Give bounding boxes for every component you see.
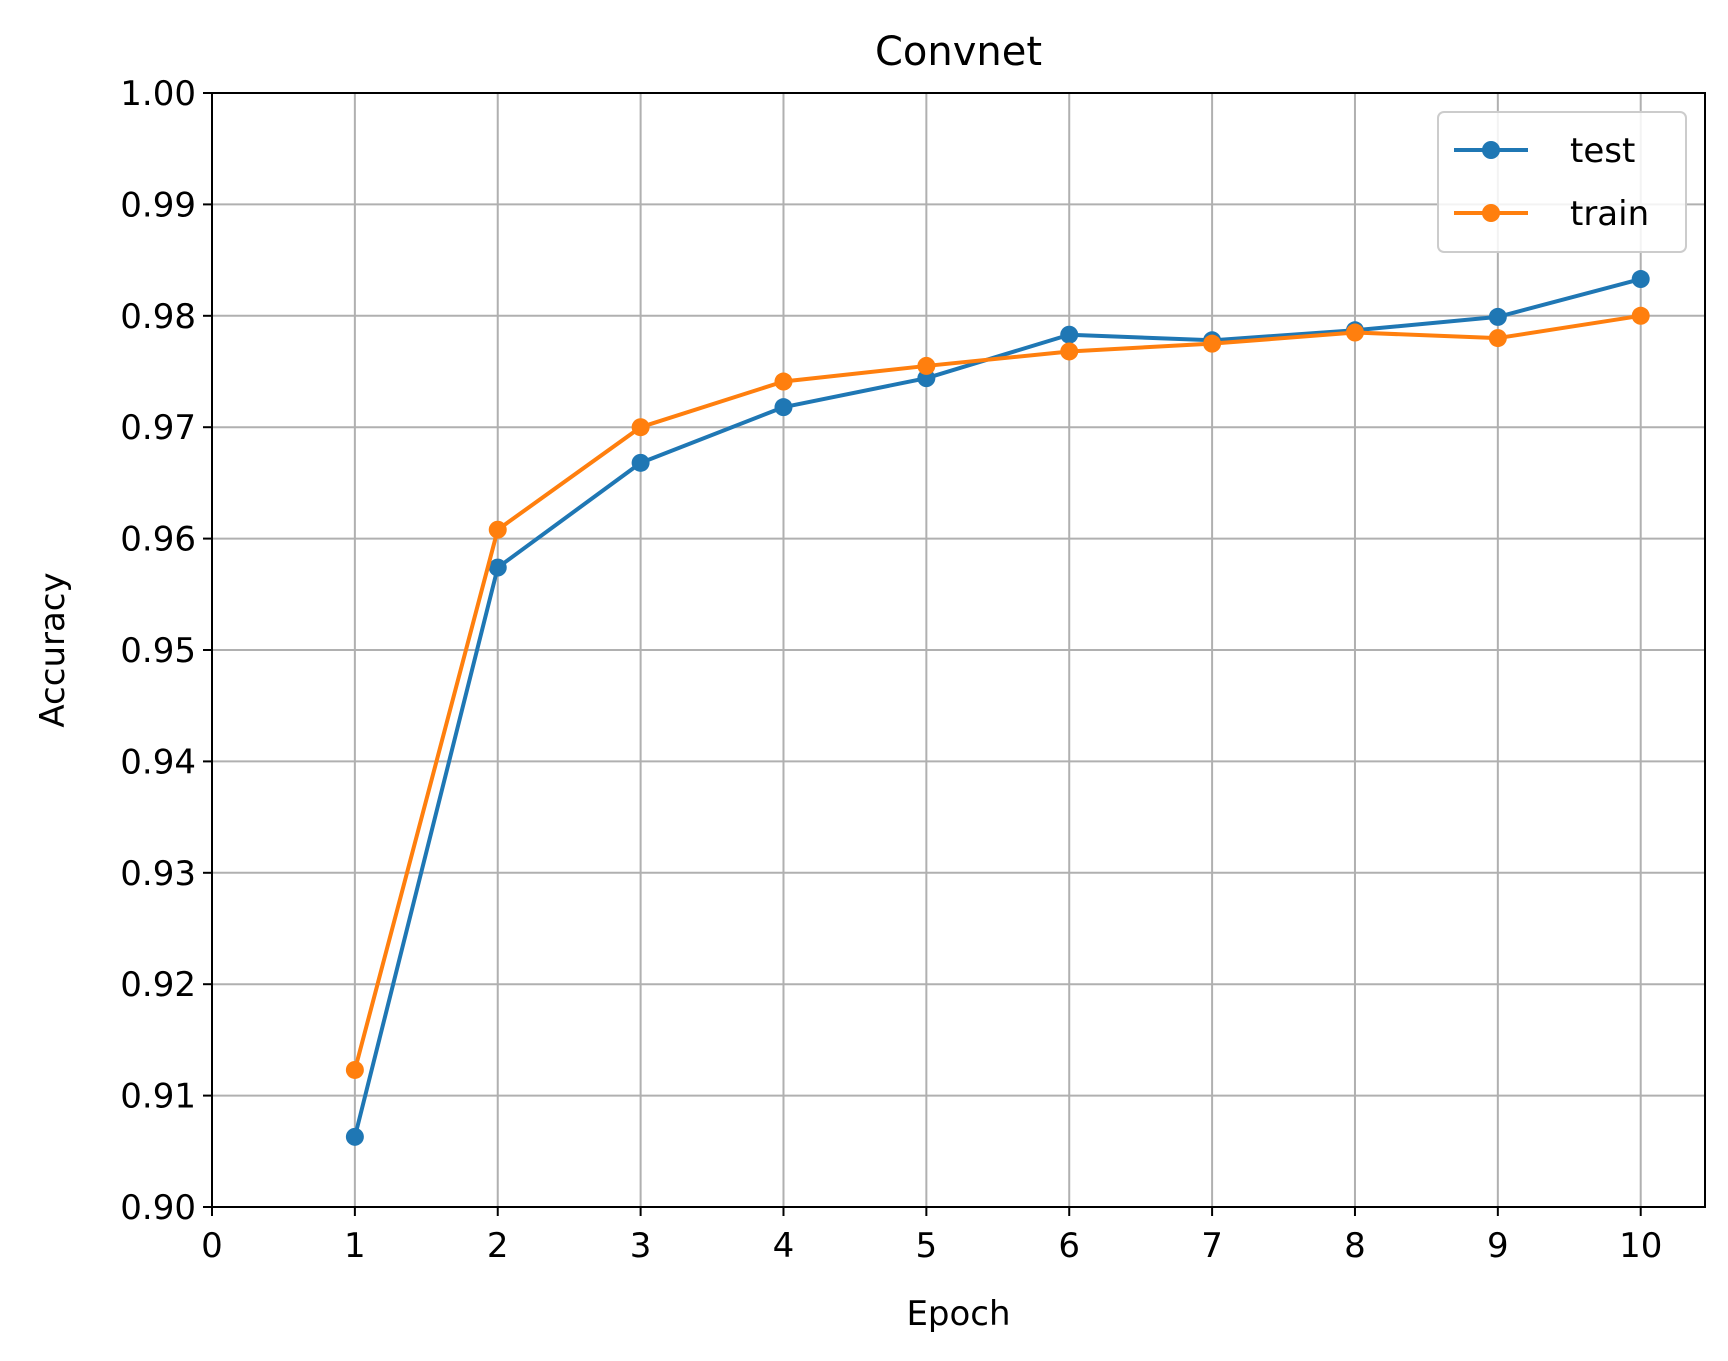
axis-ticks: 0 1 2 3 4 5 6 7 8 9 10 0.90 0.91 0.92 0.93 0.94 0.95 0.96… bbox=[120, 74, 1662, 1266]
series-line-train bbox=[352, 313, 1642, 1071]
y-tick-label: 0.90 bbox=[120, 1188, 196, 1228]
x-tick-label: 8 bbox=[1344, 1226, 1366, 1266]
x-tick-label: 2 bbox=[487, 1226, 509, 1266]
y-tick-label: 0.98 bbox=[120, 297, 196, 337]
series-line-test bbox=[352, 277, 1642, 1138]
x-tick-label: 1 bbox=[344, 1226, 366, 1266]
y-tick-label: 0.92 bbox=[120, 965, 196, 1005]
data-point-test bbox=[631, 453, 650, 472]
y-tick-label: 0.97 bbox=[120, 408, 196, 448]
legend-swatch-marker bbox=[1482, 204, 1500, 222]
data-point-train bbox=[488, 520, 507, 539]
x-tick-label: 0 bbox=[201, 1226, 223, 1266]
y-tick-label: 0.99 bbox=[120, 185, 196, 225]
x-tick-label: 7 bbox=[1201, 1226, 1223, 1266]
data-point-test bbox=[1488, 307, 1507, 326]
data-point-test bbox=[488, 558, 507, 577]
data-point-train bbox=[1203, 334, 1222, 353]
x-tick-label: 4 bbox=[773, 1226, 795, 1266]
data-point-train bbox=[917, 356, 936, 375]
data-point-train bbox=[1060, 342, 1079, 361]
y-tick-label: 1.00 bbox=[120, 74, 196, 114]
legend-box bbox=[1437, 111, 1687, 253]
data-point-test bbox=[1631, 270, 1650, 289]
data-point-test bbox=[774, 398, 793, 417]
x-tick-label: 9 bbox=[1487, 1226, 1509, 1266]
data-point-train bbox=[774, 372, 793, 391]
data-point-train bbox=[1631, 306, 1650, 325]
x-tick-label: 3 bbox=[630, 1226, 652, 1266]
x-tick-label: 6 bbox=[1058, 1226, 1080, 1266]
y-tick-label: 0.96 bbox=[120, 520, 196, 560]
y-tick-label: 0.94 bbox=[120, 742, 196, 782]
chart-title: Convnet bbox=[875, 29, 1042, 75]
data-point-test bbox=[345, 1127, 364, 1146]
y-tick-label: 0.91 bbox=[120, 1077, 196, 1117]
legend: test train bbox=[1437, 111, 1687, 253]
series-layer bbox=[345, 270, 1650, 1146]
legend-label-test: test bbox=[1570, 131, 1635, 171]
y-axis-label: Accuracy bbox=[33, 572, 73, 727]
legend-swatch-marker bbox=[1482, 141, 1500, 159]
x-axis-label: Epoch bbox=[906, 1294, 1010, 1334]
data-point-train bbox=[631, 418, 650, 437]
legend-label-train: train bbox=[1570, 194, 1649, 234]
x-tick-label: 5 bbox=[916, 1226, 938, 1266]
data-point-test bbox=[1060, 325, 1079, 344]
y-tick-label: 0.93 bbox=[120, 854, 196, 894]
x-tick-label: 10 bbox=[1619, 1226, 1662, 1266]
data-point-train bbox=[1345, 323, 1364, 342]
data-point-train bbox=[1488, 329, 1507, 348]
y-tick-label: 0.95 bbox=[120, 631, 196, 671]
data-point-train bbox=[345, 1060, 364, 1079]
